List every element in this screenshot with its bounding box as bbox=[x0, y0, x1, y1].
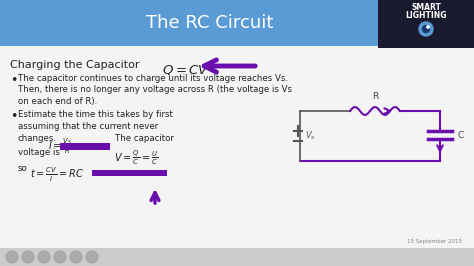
Circle shape bbox=[86, 251, 98, 263]
Text: •: • bbox=[10, 110, 18, 123]
Text: $I = \frac{V_S}{R}$: $I = \frac{V_S}{R}$ bbox=[48, 137, 73, 156]
Text: assuming that the current never: assuming that the current never bbox=[18, 122, 158, 131]
Text: R: R bbox=[372, 92, 378, 101]
Text: $t = \frac{CV}{I} = RC$: $t = \frac{CV}{I} = RC$ bbox=[30, 166, 84, 184]
Text: Then, there is no longer any voltage across R (the voltage is Vs: Then, there is no longer any voltage acr… bbox=[18, 85, 292, 94]
Text: The capacitor continues to charge until its voltage reaches Vs.: The capacitor continues to charge until … bbox=[18, 74, 288, 83]
Text: on each end of R).: on each end of R). bbox=[18, 97, 97, 106]
Bar bbox=[0, 0, 474, 46]
Bar bbox=[0, 46, 474, 266]
Text: The RC Circuit: The RC Circuit bbox=[146, 14, 273, 32]
Circle shape bbox=[38, 251, 50, 263]
Circle shape bbox=[427, 26, 429, 28]
Text: The capacitor: The capacitor bbox=[115, 134, 174, 143]
Bar bbox=[60, 143, 110, 150]
Circle shape bbox=[419, 22, 433, 36]
Circle shape bbox=[6, 251, 18, 263]
Bar bbox=[0, 248, 474, 266]
Text: C: C bbox=[458, 131, 464, 139]
Text: $V_s$: $V_s$ bbox=[305, 130, 316, 142]
Text: 15 September 2015: 15 September 2015 bbox=[407, 239, 462, 244]
Circle shape bbox=[70, 251, 82, 263]
Bar bbox=[378, 0, 474, 48]
Text: •: • bbox=[10, 74, 18, 87]
Text: voltage is: voltage is bbox=[18, 148, 60, 157]
Bar bbox=[92, 170, 167, 176]
Circle shape bbox=[22, 251, 34, 263]
Circle shape bbox=[422, 26, 429, 32]
Text: changes.: changes. bbox=[18, 134, 57, 143]
Text: LIGHTING: LIGHTING bbox=[405, 11, 447, 20]
Text: SMART: SMART bbox=[411, 3, 441, 13]
Text: $V = \frac{Q}{C} = \frac{U}{C}$: $V = \frac{Q}{C} = \frac{U}{C}$ bbox=[114, 148, 158, 167]
Text: so: so bbox=[18, 164, 28, 173]
Text: Estimate the time this takes by first: Estimate the time this takes by first bbox=[18, 110, 173, 119]
Circle shape bbox=[54, 251, 66, 263]
Text: $Q = CV$: $Q = CV$ bbox=[162, 63, 210, 77]
Text: Charging the Capacitor: Charging the Capacitor bbox=[10, 60, 139, 70]
